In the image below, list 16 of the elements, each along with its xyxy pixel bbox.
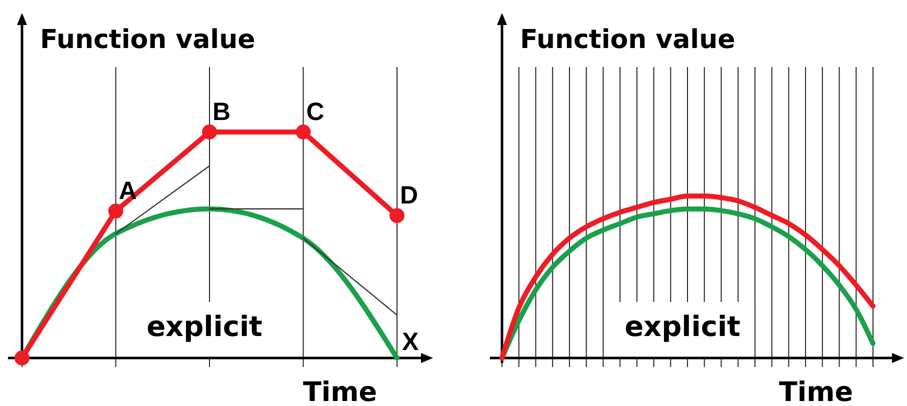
annotation: explicit	[146, 310, 262, 343]
annotation: A	[118, 177, 137, 206]
point	[296, 124, 311, 140]
x-axis-title: Time	[302, 377, 378, 406]
annotation: C	[306, 98, 324, 126]
annotation: X	[402, 328, 419, 356]
annotation: B	[212, 98, 231, 126]
x-axis-title: Time	[778, 377, 854, 406]
y-axis-title: Function value	[40, 25, 256, 55]
point	[390, 208, 404, 224]
annotation: explicit	[624, 310, 740, 343]
point	[202, 124, 217, 140]
y-axis-title: Function value	[520, 25, 736, 55]
point	[108, 204, 124, 219]
point	[14, 350, 30, 366]
annotation: D	[400, 182, 418, 210]
